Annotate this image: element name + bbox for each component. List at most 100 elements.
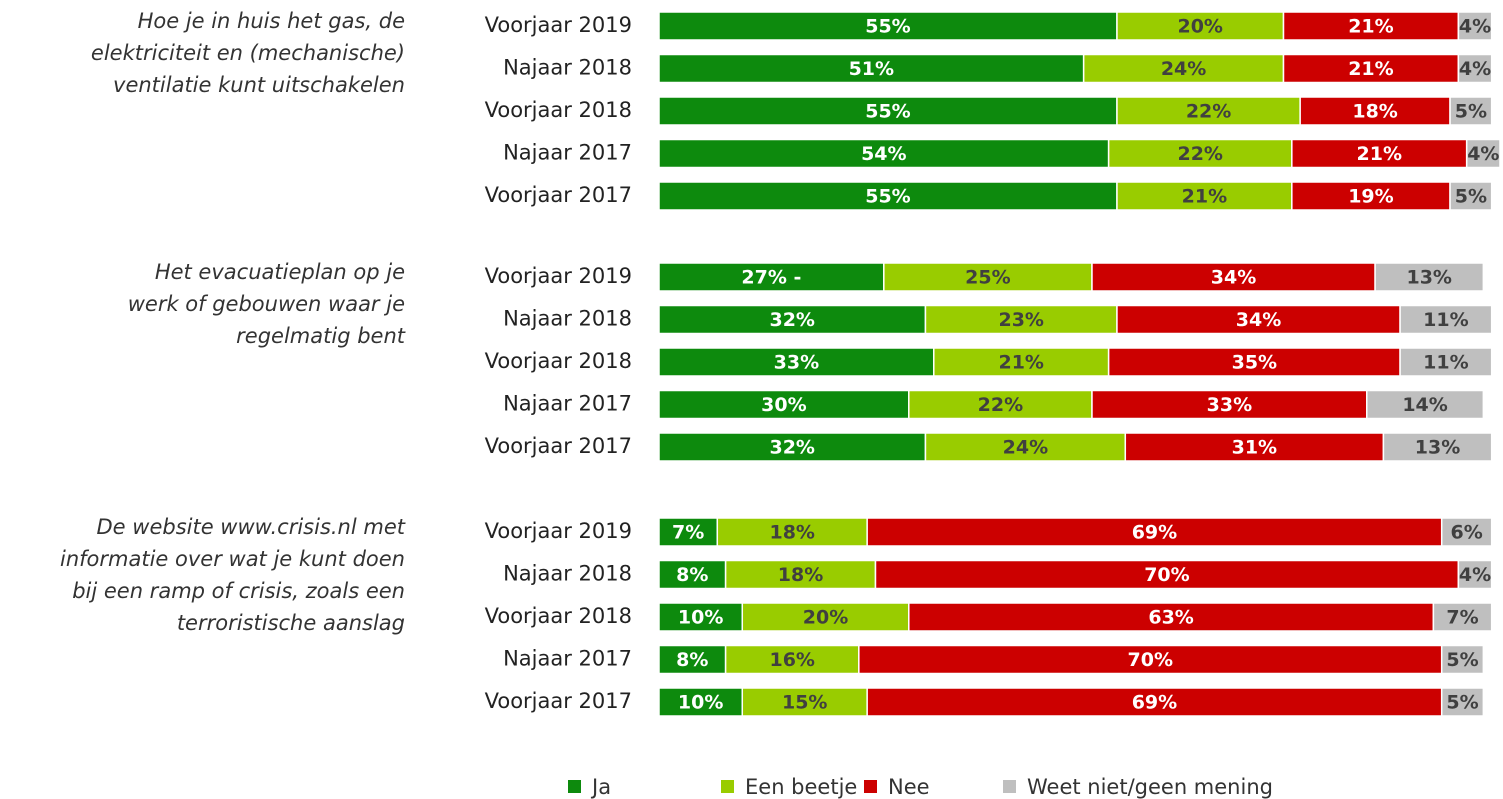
value-label: 21% [1348, 58, 1393, 80]
value-label: 21% [1348, 16, 1393, 38]
bar-segment [1282, 11, 1460, 41]
category-label: Voorjaar 2018 [485, 349, 632, 373]
bar-segment [858, 644, 1443, 675]
bar-segment [1399, 347, 1493, 377]
bar-segment [658, 559, 727, 590]
value-label: 32% [769, 309, 814, 331]
value-label: 30% [761, 394, 806, 416]
value-label: 8% [676, 649, 708, 671]
bar-segment [1449, 96, 1493, 126]
legend-label: Ja [590, 775, 611, 799]
value-label: 70% [1144, 564, 1189, 586]
value-label: 5% [1455, 101, 1487, 123]
bar-segment [1374, 262, 1485, 292]
category-label: Voorjaar 2019 [485, 264, 632, 288]
bar-segment [1457, 559, 1493, 590]
bar-segment [716, 517, 868, 547]
legend-label: Weet niet/geen mening [1027, 775, 1273, 799]
value-label: 25% [965, 267, 1010, 289]
category-label: Najaar 2017 [503, 141, 632, 165]
bar-segment [908, 602, 1435, 632]
bar-segment [1082, 53, 1285, 84]
bar-segment [1440, 687, 1485, 717]
bar-segment [1291, 181, 1451, 211]
legend-label: Nee [888, 775, 930, 799]
group-title: regelmatig bent [236, 324, 406, 348]
group-title: elektriciteit en (mechanische) [91, 41, 405, 65]
category-label: Voorjaar 2017 [485, 434, 632, 458]
value-label: 33% [1207, 394, 1252, 416]
category-label: Najaar 2018 [503, 562, 632, 586]
value-label: 20% [803, 607, 848, 629]
value-label: 51% [849, 58, 894, 80]
value-label: 22% [978, 394, 1023, 416]
bar-segment [1282, 53, 1460, 84]
bar-segment [741, 602, 910, 632]
value-label: 13% [1415, 437, 1460, 459]
value-label: 18% [778, 564, 823, 586]
value-label: 7% [1446, 607, 1478, 629]
group-title: werk of gebouwen waar je [128, 292, 405, 316]
value-label: 22% [1186, 101, 1231, 123]
value-label: 33% [774, 352, 819, 374]
bar-segment [724, 644, 860, 675]
value-label: 69% [1132, 692, 1177, 714]
group-title: informatie over wat je kunt doen [60, 547, 405, 571]
value-label: 18% [769, 522, 814, 544]
bar-segment [1432, 602, 1493, 632]
value-label: 24% [1161, 58, 1206, 80]
value-label: 31% [1232, 437, 1277, 459]
bar-segment [1091, 262, 1376, 292]
value-label: 8% [676, 564, 708, 586]
category-label: Voorjaar 2019 [485, 13, 632, 37]
value-label: 14% [1402, 394, 1447, 416]
bar-segment [658, 347, 935, 377]
group-title: Het evacuatieplan op je [155, 260, 405, 284]
category-label: Najaar 2018 [503, 56, 632, 80]
value-label: 23% [998, 309, 1043, 331]
bar-segment [658, 517, 719, 547]
value-label: 24% [1003, 437, 1048, 459]
bar-segment [1107, 347, 1401, 377]
bar-segment [658, 644, 727, 675]
value-label: 5% [1446, 649, 1478, 671]
value-label: 10% [678, 607, 723, 629]
bar-segment [1449, 181, 1493, 211]
category-label: Voorjaar 2018 [485, 98, 632, 122]
value-label: 4% [1467, 143, 1499, 165]
category-label: Voorjaar 2017 [485, 183, 632, 207]
value-label: 34% [1211, 267, 1256, 289]
bar-segment [1382, 432, 1493, 462]
bar-segment [1457, 11, 1493, 41]
value-label: 19% [1348, 186, 1393, 208]
category-label: Voorjaar 2019 [485, 519, 632, 543]
value-label: 21% [998, 352, 1043, 374]
value-label: 69% [1132, 522, 1177, 544]
bar-segment [658, 138, 1110, 169]
group-title: bij een ramp of crisis, zoals een [72, 579, 405, 603]
value-label: 4% [1459, 564, 1491, 586]
category-label: Voorjaar 2017 [485, 689, 632, 713]
bar-segment [658, 687, 744, 717]
bar-segment [866, 687, 1443, 717]
bar-segment [658, 262, 885, 292]
value-label: 21% [1182, 186, 1227, 208]
value-label: 27% - [741, 267, 801, 289]
bar-segment [658, 602, 744, 632]
category-label: Najaar 2017 [503, 392, 632, 416]
value-label: 5% [1446, 692, 1478, 714]
bar-segment [1116, 96, 1301, 126]
bar-segment [658, 53, 1085, 84]
category-label: Najaar 2018 [503, 307, 632, 331]
bar-segment [724, 559, 877, 590]
value-label: 18% [1352, 101, 1397, 123]
value-label: 11% [1423, 352, 1468, 374]
value-label: 34% [1236, 309, 1281, 331]
bar-segment [1465, 138, 1501, 169]
value-label: 22% [1177, 143, 1222, 165]
legend-swatch [721, 780, 734, 793]
value-label: 13% [1406, 267, 1451, 289]
value-label: 7% [672, 522, 704, 544]
value-label: 35% [1232, 352, 1277, 374]
